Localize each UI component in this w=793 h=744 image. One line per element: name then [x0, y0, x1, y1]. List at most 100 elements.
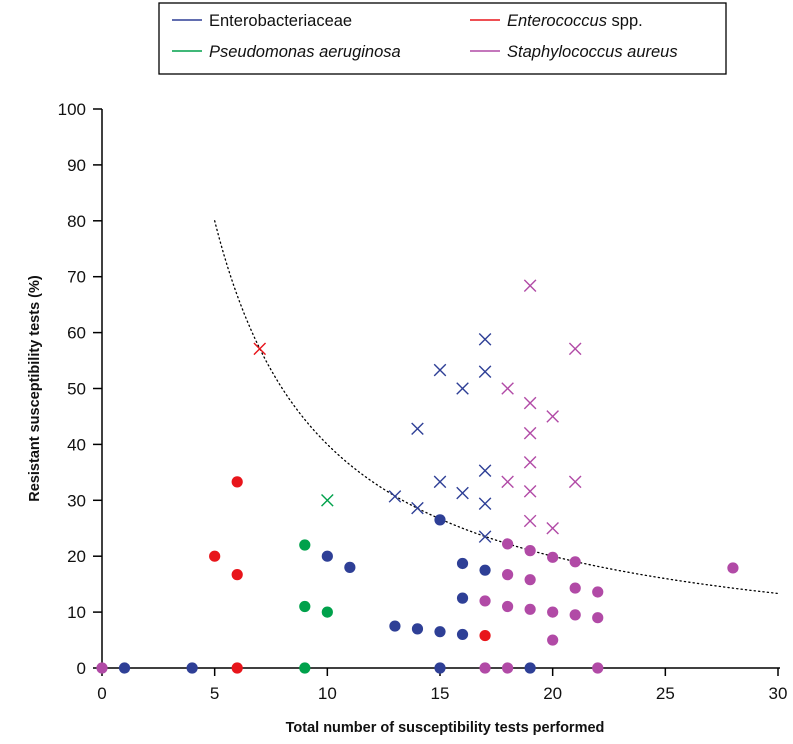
axes: 0 10 20 30 40 50 60 70 80 90 100 0 5 10 15 20 25 30	[58, 100, 788, 703]
enterobacteriaceae-dot	[118, 662, 131, 674]
legend-item-staphylococcus: Staphylococcus aureus	[470, 43, 678, 61]
enterobacteriaceae-dot	[344, 561, 356, 573]
y-tick-label: 40	[67, 435, 86, 454]
staphylococcus-cross	[523, 279, 537, 292]
staphylococcus-dot	[502, 569, 514, 581]
staphylococcus-dot	[569, 556, 581, 568]
y-tick-label: 100	[58, 100, 86, 119]
staphylococcus-dot	[569, 609, 581, 621]
staphylococcus-cross	[568, 342, 582, 356]
staphylococcus-dot	[592, 612, 604, 624]
enterobacteriaceae-dot	[456, 592, 469, 604]
enterobacteriaceae-dot	[524, 662, 536, 674]
staphylococcus-cross	[501, 475, 514, 489]
threshold-curve	[214, 220, 779, 595]
staphylococcus-dot	[592, 662, 604, 674]
x-tick-label: 30	[769, 684, 788, 703]
enterobacteriaceae-cross	[433, 475, 447, 489]
x-tick-label: 25	[656, 684, 675, 703]
staphylococcus-cross	[501, 382, 514, 395]
staphylococcus-dot	[524, 574, 536, 586]
staphylococcus-cross	[546, 410, 559, 423]
staphylococcus-dot	[479, 662, 491, 674]
pseudomonas-dot	[299, 662, 311, 674]
y-tick-label: 0	[77, 659, 86, 678]
x-tick-label: 0	[97, 684, 106, 703]
enterobacteriaceae-cross	[456, 486, 469, 500]
enterobacteriaceae-cross	[478, 365, 492, 379]
enterobacteriaceae-dot	[186, 662, 198, 674]
staphylococcus-dot	[547, 551, 559, 563]
legend-label: Enterobacteriaceae	[209, 12, 352, 30]
data-marks	[96, 279, 739, 674]
x-tick-label: 20	[543, 684, 562, 703]
enterococcus-cross	[253, 342, 267, 356]
enterococcus-dot	[231, 569, 243, 581]
staphylococcus-dot	[524, 545, 536, 557]
legend-label: Staphylococcus aureus	[507, 43, 678, 61]
staphylococcus-dot	[547, 634, 559, 646]
enterococcus-dot	[231, 476, 243, 488]
legend-label: Pseudomonas aeruginosa	[209, 43, 401, 61]
enterobacteriaceae-dot	[434, 514, 446, 526]
enterococcus-dot	[209, 550, 221, 562]
enterobacteriaceae-dot	[321, 550, 333, 562]
staphylococcus-dot	[479, 595, 491, 607]
y-tick-label: 10	[67, 603, 86, 622]
staphylococcus-dot	[502, 600, 514, 613]
series-staphylococcus	[96, 279, 739, 674]
staphylococcus-dot	[547, 606, 559, 618]
staphylococcus-dot	[502, 538, 514, 550]
legend-item-enterococcus: Enterococcus spp.	[470, 12, 643, 30]
y-axis-title: Resistant susceptibility tests (%)	[27, 275, 43, 502]
staphylococcus-dot	[96, 662, 108, 674]
x-tick-label: 10	[318, 684, 337, 703]
staphylococcus-cross	[568, 475, 582, 489]
x-tick-label: 15	[431, 684, 450, 703]
pseudomonas-cross	[321, 494, 334, 507]
enterococcus-dot	[231, 662, 243, 674]
enterobacteriaceae-cross	[411, 422, 424, 436]
enterobacteriaceae-dot	[389, 620, 401, 632]
enterobacteriaceae-cross	[478, 333, 492, 346]
staphylococcus-cross	[523, 485, 537, 498]
enterobacteriaceae-dot	[411, 623, 424, 635]
staphylococcus-dot	[592, 586, 604, 598]
y-tick-label: 20	[67, 547, 86, 566]
legend-box	[158, 2, 727, 75]
enterobacteriaceae-cross	[388, 490, 402, 503]
pseudomonas-dot	[299, 600, 311, 613]
y-tick-label: 70	[67, 268, 86, 287]
staphylococcus-cross	[523, 514, 537, 528]
x-tick-label: 5	[210, 684, 219, 703]
enterobacteriaceae-dot	[456, 557, 469, 570]
pseudomonas-dot	[321, 606, 333, 618]
enterococcus-dot	[479, 629, 491, 642]
legend-item-enterobacteriaceae: Enterobacteriaceae	[172, 12, 352, 30]
enterobacteriaceae-cross	[478, 497, 492, 510]
threshold-curve-layer	[214, 220, 779, 595]
y-tick-label: 60	[67, 324, 86, 343]
y-tick-label: 90	[67, 156, 86, 175]
enterobacteriaceae-dot	[434, 662, 446, 674]
y-tick-label: 30	[67, 491, 86, 510]
series-enterococcus	[209, 342, 491, 674]
staphylococcus-dot	[569, 582, 581, 594]
staphylococcus-dot	[524, 603, 536, 615]
legend: Enterobacteriaceae Enterococcus spp. Pseud…	[158, 2, 727, 75]
enterobacteriaceae-cross	[456, 382, 469, 395]
enterobacteriaceae-cross	[433, 363, 447, 377]
enterobacteriaceae-cross	[478, 530, 492, 543]
staphylococcus-dot	[502, 662, 514, 674]
legend-label: Enterococcus spp.	[507, 12, 643, 30]
enterobacteriaceae-cross	[411, 501, 424, 515]
enterobacteriaceae-cross	[478, 464, 492, 477]
staphylococcus-cross	[523, 426, 537, 440]
enterobacteriaceae-dot	[456, 628, 469, 641]
y-tick-label: 50	[67, 380, 86, 399]
y-tick-label: 80	[67, 212, 86, 231]
staphylococcus-cross	[523, 455, 537, 469]
legend-item-pseudomonas: Pseudomonas aeruginosa	[172, 43, 401, 61]
pseudomonas-dot	[299, 539, 311, 551]
